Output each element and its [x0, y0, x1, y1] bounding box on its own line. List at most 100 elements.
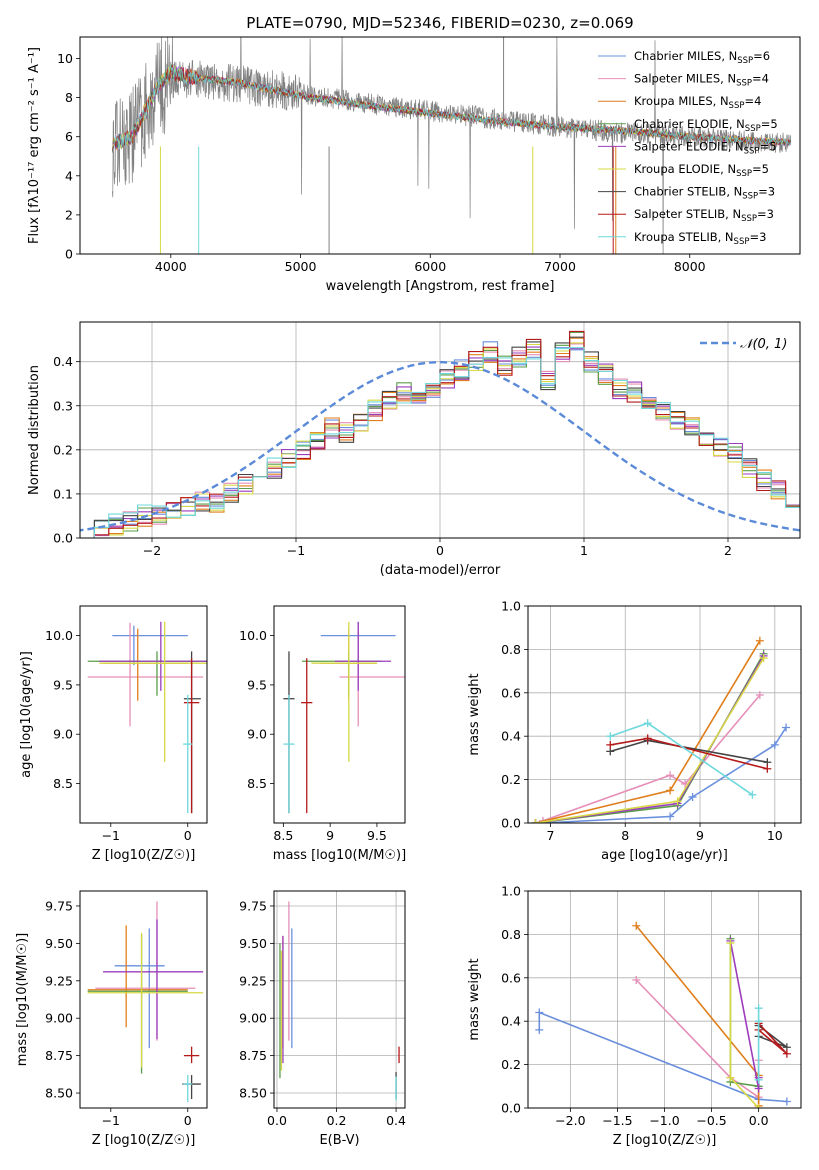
weight-marker [782, 723, 791, 732]
weight-marker [673, 797, 682, 806]
y-tick-label: 0.6 [501, 685, 521, 700]
figure-title: PLATE=0790, MJD=52346, FIBERID=0230, z=0… [246, 14, 633, 32]
legend-entry: Kroupa MILES, NSSP=4 [634, 94, 761, 111]
y-tick-label: 0.6 [501, 970, 521, 985]
x-tick-label: −0.5 [696, 1113, 726, 1128]
weight-marker [688, 792, 697, 801]
weight-line-salpeter-elodie [729, 940, 760, 1089]
weight-marker [754, 1017, 763, 1026]
x-tick-label: 0.0 [267, 1113, 287, 1128]
x-tick-label: 2 [724, 543, 732, 558]
y-tick-label: 0.3 [53, 398, 73, 413]
y-tick-label: 9.25 [45, 973, 73, 988]
y-tick-label: 10.0 [239, 628, 267, 643]
weight-marker [726, 1073, 735, 1082]
x-tick-label: 9 [326, 828, 334, 843]
weight-line-kroupa-miles [535, 640, 761, 823]
y-tick-label: 0 [65, 247, 73, 262]
y-tick-label: 8.50 [239, 1086, 267, 1101]
weight-marker [754, 1004, 763, 1013]
legend-entry: Salpeter STELIB, NSSP=3 [634, 207, 774, 224]
y-tick-label: 0.1 [53, 486, 73, 501]
y-tick-label: 10 [57, 51, 73, 66]
x-tick-label: 0.2 [327, 1113, 347, 1128]
massweight-vs-age-panel: 7 8 9 10 0.0 0.2 0.4 0.6 0.8 1.0 age [log10(age/yr… [467, 599, 802, 863]
weight-marker [754, 1104, 763, 1108]
legend-sub: SSP [741, 214, 757, 224]
weight-marker [782, 1097, 791, 1106]
plot-area [112, 37, 792, 254]
legend-value: =4 [752, 72, 769, 86]
x-tick-label: 9.5 [367, 828, 387, 843]
weight-marker [606, 740, 615, 749]
x-tick-label: 9 [696, 828, 704, 843]
weight-marker [535, 1008, 544, 1017]
x-axis-label: mass [log10(M/M☉)] [273, 848, 406, 863]
x-tick-label: 6000 [414, 259, 446, 274]
legend-entry: Chabrier STELIB, NSSP=3 [634, 185, 775, 202]
y-tick-label: 9.75 [45, 898, 73, 913]
y-tick-label: 9.75 [239, 898, 267, 913]
legend-label: Chabrier STELIB, N [634, 185, 742, 199]
weight-marker [770, 740, 779, 749]
axes-frame [79, 890, 208, 1109]
legend-value: =3 [758, 185, 775, 199]
legend-value: =6 [753, 49, 770, 63]
x-tick-label: 7 [546, 828, 554, 843]
x-tick-label: 4000 [155, 259, 187, 274]
legend-entry: Kroupa ELODIE, NSSP=5 [634, 162, 769, 179]
x-tick-label: 10 [767, 828, 783, 843]
y-axis-label: age [log10(age/yr)] [19, 651, 34, 778]
legend-entry: Chabrier MILES, NSSP=6 [634, 49, 770, 66]
axes-frame [79, 321, 801, 539]
legend-sub: SSP [729, 101, 745, 111]
legend-entry: Salpeter MILES, NSSP=4 [634, 72, 769, 89]
legend-sub: SSP [736, 79, 752, 89]
axes-frame [273, 890, 406, 1109]
x-tick-label: 8000 [674, 259, 706, 274]
axes-frame [79, 605, 208, 824]
y-tick-label: 9.50 [239, 936, 267, 951]
plot-area [531, 636, 791, 823]
weight-marker [632, 975, 641, 984]
weight-marker [755, 690, 764, 699]
weight-line-chabrier-miles [538, 1011, 787, 1103]
legend-label: Kroupa MILES, N [634, 94, 729, 108]
mass-vs-metallicity-panel: −1 0 8.50 8.75 9.00 9.25 9.50 9.75 Z [log10(Z/Z☉… [15, 890, 208, 1148]
x-tick-label: −2 [143, 543, 161, 558]
y-tick-label: 9.00 [45, 1011, 73, 1026]
y-tick-label: 8.75 [239, 1048, 267, 1063]
legend-sub: SSP [745, 124, 761, 134]
y-axis-label: mass weight [467, 958, 482, 1040]
x-axis-label: Z [log10(Z/Z☉)] [92, 1133, 196, 1148]
weight-marker [755, 636, 764, 645]
x-axis-label: (data-model)/error [380, 563, 501, 578]
y-tick-label: 0.0 [53, 531, 73, 546]
residual-histogram-panel: −2 −1 0 1 2 0.0 0.1 0.2 0.3 0.4 (data-model)/error… [27, 321, 801, 578]
y-tick-label: 0.2 [501, 1057, 521, 1072]
y-tick-label: 0.2 [53, 442, 73, 457]
x-tick-label: −1 [102, 828, 120, 843]
model-spectrum-kroupa-stelib [112, 65, 791, 153]
x-tick-label: −2.0 [555, 1113, 585, 1128]
massweight-vs-metallicity-panel: −2.0 −1.5 −1.0 −0.5 0.0 0.0 0.2 0.4 0.6 0.8 1.0 Z [… [467, 884, 802, 1148]
y-tick-label: 8.50 [45, 1086, 73, 1101]
x-tick-label: 8 [621, 828, 629, 843]
weight-line-salpeter-miles [635, 979, 760, 1099]
y-tick-label: 9.25 [239, 973, 267, 988]
x-tick-label: 8.5 [273, 828, 293, 843]
plot-area [283, 621, 405, 814]
x-tick-label: 0 [436, 543, 444, 558]
y-tick-label: 9.50 [45, 936, 73, 951]
weight-marker [754, 1084, 763, 1093]
weight-marker [632, 921, 641, 930]
plot-area [535, 921, 791, 1108]
legend-label: Salpeter STELIB, N [634, 207, 741, 221]
weight-marker [535, 1025, 544, 1034]
x-tick-label: −1.0 [649, 1113, 679, 1128]
plot-area [80, 330, 800, 538]
weight-marker [531, 819, 540, 823]
normal-curve [80, 360, 800, 532]
legend-value: =5 [760, 139, 777, 153]
